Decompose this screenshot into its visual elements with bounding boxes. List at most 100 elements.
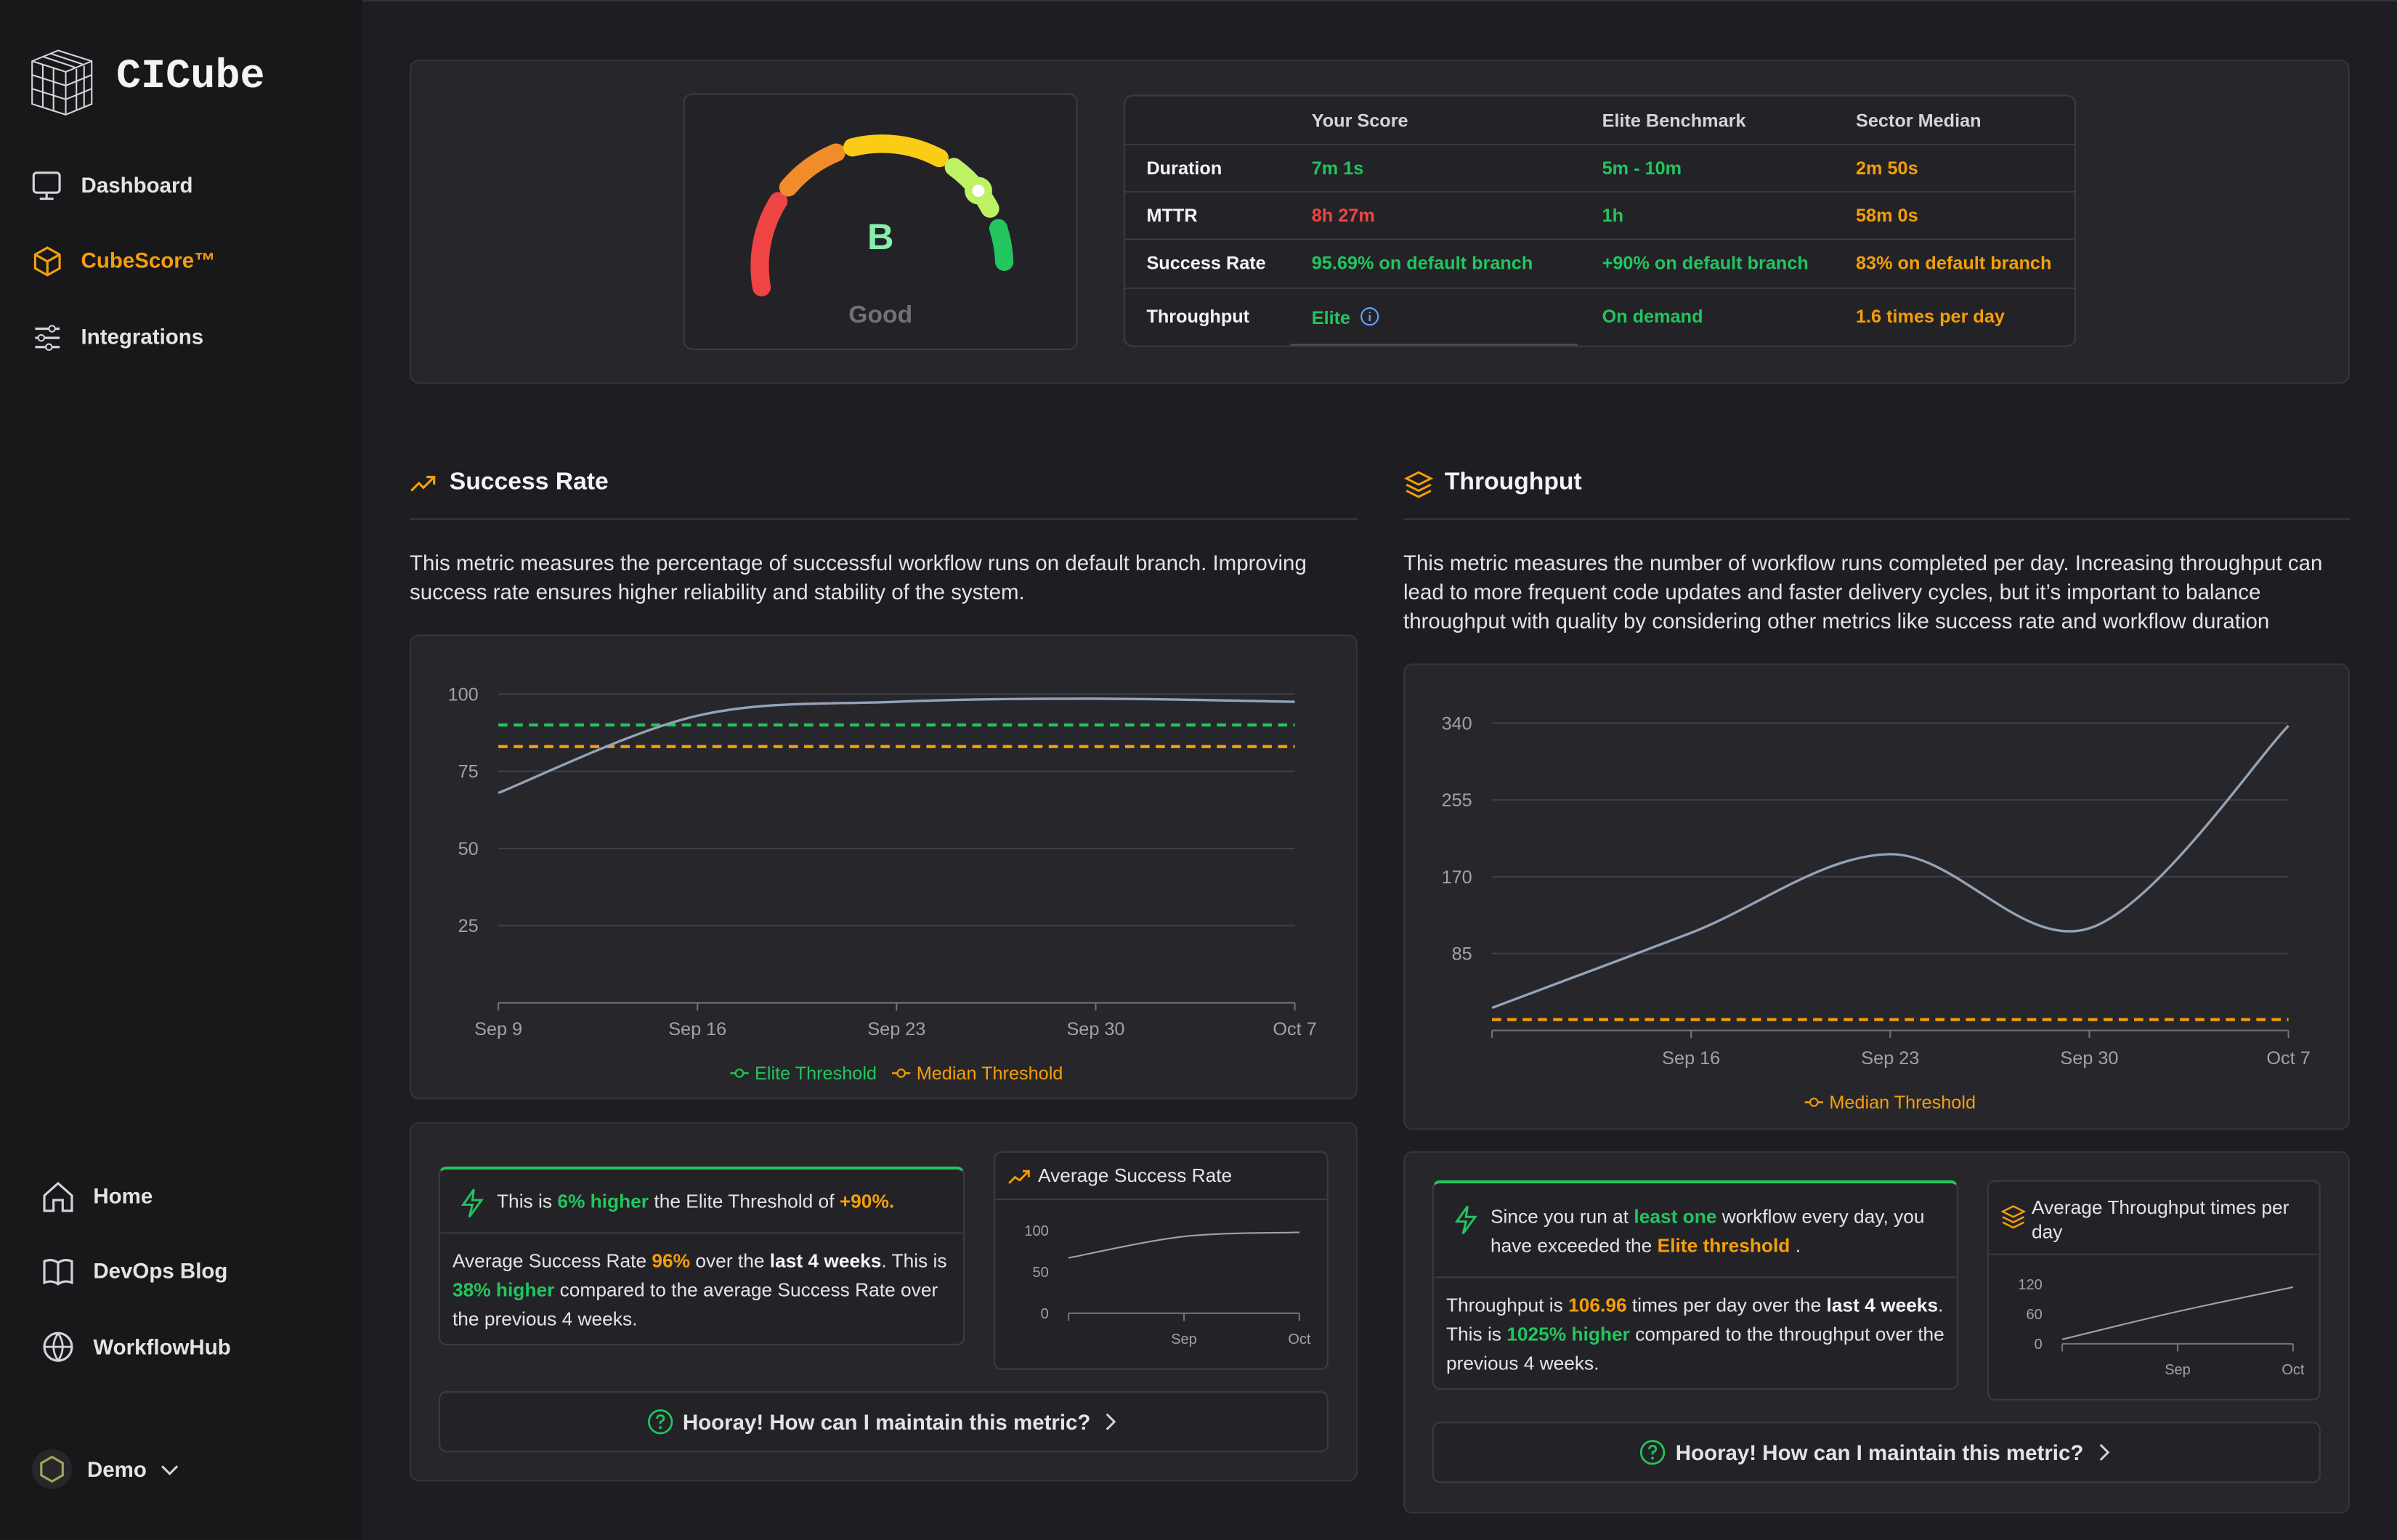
- row-label: MTTR: [1146, 205, 1198, 227]
- text: .: [1790, 1235, 1801, 1257]
- table-cell: 2m 50s: [1855, 157, 1918, 179]
- section-title: Success Rate: [449, 469, 609, 495]
- icon: [410, 476, 436, 492]
- table-cell: 95.69% on default branch: [1311, 252, 1533, 274]
- x-tick-label: Oct 7: [1273, 1019, 1316, 1040]
- chart-card: 85 170 255 340 Sep 16 Sep 23 Sep 30 Oct 7 Median…: [1403, 663, 2350, 1130]
- chevron: [1106, 1413, 1117, 1430]
- row-label: Duration: [1146, 157, 1222, 179]
- nav-item[interactable]: Integrations: [81, 324, 204, 349]
- table-cell: 83% on default branch: [1855, 252, 2052, 274]
- chart: 85 170 255 340 Sep 16 Sep 23 Sep 30 Oct 7 Median…: [1442, 713, 2311, 1113]
- table-cell: On demand: [1602, 305, 1703, 328]
- x-tick-label: Sep 16: [1662, 1048, 1720, 1069]
- y-tick-label: 120: [2018, 1277, 2042, 1293]
- icon: [1454, 1205, 1477, 1235]
- y-tick-label: 100: [448, 684, 479, 705]
- highlight: 6% higher: [557, 1191, 649, 1212]
- y-tick-label: 75: [458, 762, 479, 782]
- body: Throughput is 106.96 times per day over …: [1446, 1292, 1951, 1379]
- avatar: [32, 1449, 72, 1489]
- sidebar: CICube Dashboard CubeScore™ Integrations…: [0, 0, 362, 1540]
- chart: 0 60 120 Sep Oct: [2018, 1277, 2304, 1378]
- cta-button[interactable]: Hooray! How can I maintain this metric?: [1432, 1422, 2321, 1483]
- divider: [1434, 1276, 1957, 1278]
- x-tick-label: Sep 9: [474, 1019, 522, 1040]
- legend-item: Median Threshold: [892, 1063, 1063, 1084]
- mini-title: Average Throughput times per day: [2032, 1196, 2289, 1244]
- insight-box: Since you run at least one workflow ever…: [1432, 1180, 1958, 1390]
- highlight: last 4 weeks: [769, 1250, 882, 1273]
- y-tick-label: 50: [458, 839, 479, 859]
- highlight: 96%: [652, 1250, 691, 1273]
- highlight: +90%.: [839, 1191, 895, 1212]
- nav-item[interactable]: WorkflowHub: [93, 1334, 231, 1359]
- highlight: last 4 weeks: [1826, 1294, 1939, 1317]
- text: Throughput is: [1445, 1294, 1569, 1317]
- icon: [647, 1409, 673, 1435]
- x-tick-label: Sep: [1171, 1332, 1197, 1348]
- legend-swatch-dot: [734, 1069, 745, 1078]
- text: times per day over the: [1626, 1294, 1827, 1317]
- row-divider: [1124, 287, 2074, 289]
- nav-item[interactable]: DevOps Blog: [93, 1258, 228, 1283]
- y-tick-label: 340: [1442, 713, 1472, 734]
- cta-label[interactable]: Hooray! How can I maintain this metric?: [1675, 1440, 2084, 1465]
- legend-item: Elite Threshold: [730, 1063, 877, 1084]
- rating: Good: [848, 302, 913, 329]
- text: . This is: [1445, 1294, 1944, 1346]
- description: This metric measures the number of workf…: [1403, 550, 2323, 633]
- account[interactable]: Demo: [86, 1456, 147, 1482]
- table-cell: Elite: [1312, 306, 1381, 328]
- y-tick-label: 0: [1041, 1306, 1049, 1322]
- benchmark-table: Your Score Elite Benchmark Sector Median Du…: [1123, 94, 2077, 347]
- cta-label[interactable]: Hooray! How can I maintain this metric?: [682, 1409, 1091, 1435]
- legend-item: Median Threshold: [1804, 1093, 1976, 1113]
- icon: [32, 171, 61, 200]
- icon: [43, 1181, 73, 1212]
- nav-item[interactable]: Dashboard: [81, 172, 193, 198]
- text: over the: [690, 1250, 770, 1273]
- gauge-arc: [843, 134, 949, 168]
- x-tick-label: Sep 16: [668, 1019, 726, 1040]
- row-divider: [1124, 191, 2074, 193]
- text: workflow every day, you have exceeded th…: [1490, 1206, 1925, 1257]
- data-line: [1068, 1231, 1299, 1259]
- y-tick-label: 170: [1442, 867, 1472, 888]
- legend-label: Median Threshold: [1829, 1093, 1976, 1113]
- legend-swatch-dot: [1809, 1098, 1819, 1107]
- brand: CICube: [115, 54, 265, 101]
- headline: This is 6% higher the Elite Threshold of…: [497, 1188, 955, 1217]
- data-line: [2061, 1286, 2294, 1340]
- table-cell: +90% on default branch: [1602, 252, 1809, 274]
- y-tick-label: 255: [1442, 790, 1472, 811]
- text: This is: [496, 1191, 558, 1212]
- icon: [461, 1188, 484, 1218]
- highlight: least one: [1634, 1206, 1717, 1228]
- divider: [410, 518, 1358, 520]
- row-label: Success Rate: [1146, 252, 1266, 274]
- text: compared to the throughput over the prev…: [1445, 1324, 1944, 1375]
- row-label: Throughput: [1146, 305, 1250, 328]
- y-tick-label: 25: [458, 916, 479, 936]
- icon: [1008, 1170, 1030, 1184]
- highlight: 106.96: [1568, 1294, 1627, 1317]
- cta-button[interactable]: Hooray! How can I maintain this metric?: [439, 1391, 1329, 1453]
- nav-item[interactable]: CubeScore™: [81, 247, 216, 272]
- text: Average Success Rate: [452, 1250, 652, 1273]
- x-tick-label: Sep 23: [867, 1019, 925, 1040]
- gauge: [750, 134, 1014, 297]
- info-icon: [1360, 307, 1380, 326]
- nav-item[interactable]: Home: [93, 1183, 153, 1208]
- x-tick-label: Oct 7: [2266, 1048, 2310, 1069]
- y-tick-label: 60: [2027, 1307, 2043, 1323]
- icon: [35, 325, 60, 352]
- chevron[interactable]: [158, 1457, 182, 1482]
- mini-chart: Average Success Rate 0 50 100 Sep Oct: [993, 1151, 1329, 1370]
- row-divider: [1124, 143, 2074, 145]
- icon: [43, 1259, 73, 1286]
- text: . This is: [881, 1250, 947, 1273]
- insight-box: This is 6% higher the Elite Threshold of…: [439, 1166, 965, 1346]
- row-divider: [1124, 238, 2074, 240]
